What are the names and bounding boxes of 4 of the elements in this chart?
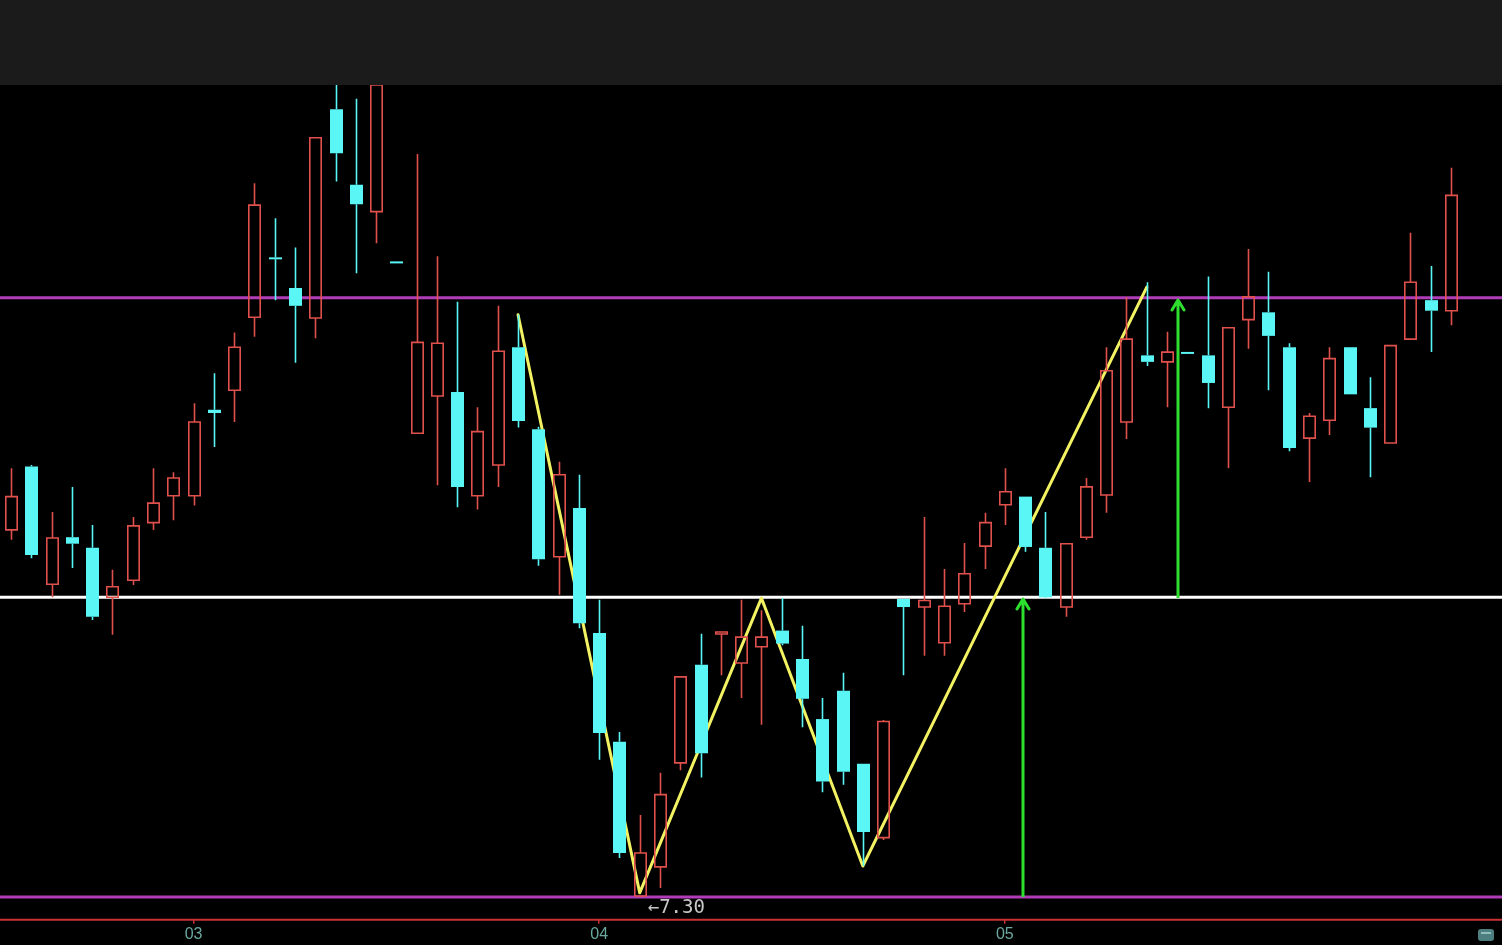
x-tick-label: 04 (590, 924, 609, 942)
x-tick-label: 05 (995, 924, 1014, 942)
x-tick-label: 03 (184, 924, 203, 942)
annotation: ←7.30 (647, 895, 705, 918)
